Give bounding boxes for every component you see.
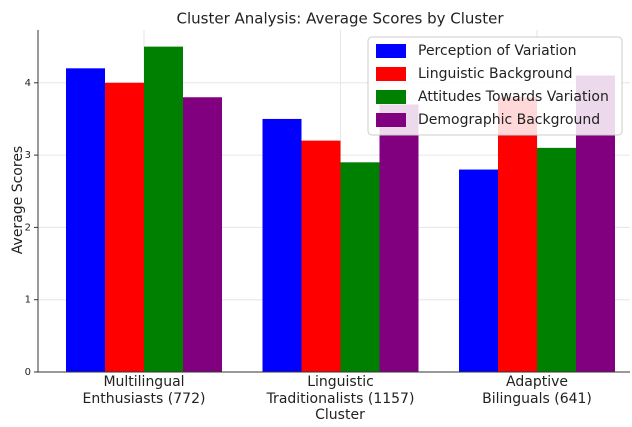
legend-label: Attitudes Towards Variation — [418, 89, 609, 105]
y-tick-label: 3 — [25, 150, 31, 161]
bar — [262, 118, 302, 372]
bar — [183, 97, 222, 372]
y-tick-label: 2 — [25, 222, 31, 233]
x-tick-label: Adaptive — [506, 374, 568, 390]
legend-swatch — [376, 90, 406, 104]
bar — [66, 68, 105, 372]
x-tick-label: Enthusiasts (772) — [83, 391, 206, 407]
legend-box — [367, 36, 623, 136]
bar — [459, 169, 498, 372]
chart-title: Cluster Analysis: Average Scores by Clus… — [177, 10, 505, 28]
legend-swatch — [376, 67, 406, 81]
y-axis-label: Average Scores — [10, 146, 26, 254]
legend-label: Linguistic Background — [418, 66, 573, 82]
y-tick-label: 0 — [25, 367, 31, 378]
legend-label: Perception of Variation — [418, 43, 577, 59]
y-tick-label: 4 — [25, 78, 31, 89]
legend-swatch — [376, 44, 406, 58]
bar — [379, 104, 419, 372]
legend-label: Demographic Background — [418, 112, 600, 128]
bar — [105, 82, 144, 373]
y-tick-label: 1 — [25, 295, 31, 306]
x-tick-label: Multilingual — [103, 374, 184, 390]
x-tick-label: Bilinguals (641) — [482, 391, 592, 407]
legend: Perception of Variation Linguistic Backgr… — [367, 36, 623, 136]
x-tick-label: Traditionalists (1157) — [266, 391, 415, 407]
x-tick-label: Linguistic — [307, 374, 374, 390]
x-axis-label: Cluster — [315, 407, 365, 423]
legend-swatch — [376, 113, 406, 127]
bar — [498, 97, 537, 372]
bar — [537, 147, 576, 372]
bar — [340, 162, 380, 372]
bar — [301, 140, 341, 372]
bar — [144, 46, 183, 373]
